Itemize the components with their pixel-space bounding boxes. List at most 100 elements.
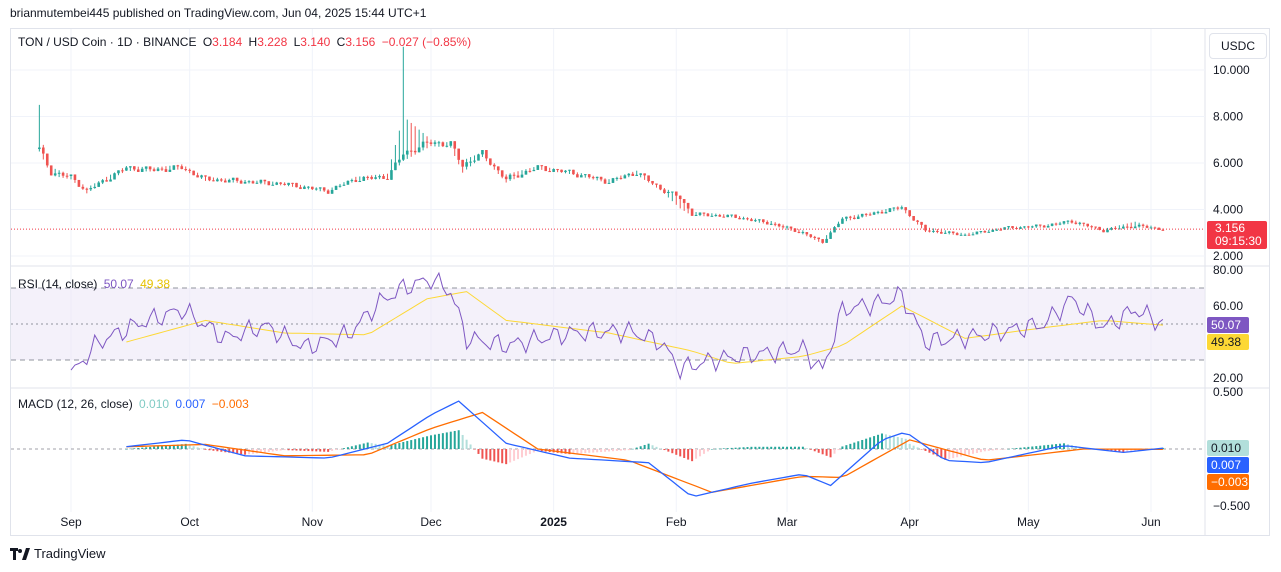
macd-histogram-bar <box>267 449 270 452</box>
candle-body <box>362 176 366 181</box>
macd-histogram-bar <box>382 445 385 449</box>
price-axis-label: 10.000 <box>1213 63 1250 77</box>
candle-body <box>73 174 77 180</box>
candle-body <box>674 191 678 196</box>
candle-body <box>580 175 583 178</box>
macd-histogram-bar <box>675 449 678 455</box>
macd-histogram-bar <box>584 449 587 454</box>
candle-body <box>959 234 963 236</box>
candle-body <box>429 142 433 144</box>
macd-histogram-bar <box>825 449 828 456</box>
macd-histogram-bar <box>695 449 698 459</box>
candle-body <box>188 169 191 171</box>
candle-body <box>845 216 848 219</box>
candle-body <box>833 227 836 233</box>
macd-histogram-bar <box>283 449 286 451</box>
macd-title[interactable]: MACD (12, 26, close) <box>18 397 133 411</box>
candle-body <box>267 181 271 186</box>
rsi-title[interactable]: RSI (14, close) <box>18 277 98 291</box>
macd-signal-line <box>126 411 1163 493</box>
candle-body <box>773 223 777 225</box>
macd-histogram-bar <box>774 446 777 449</box>
currency-button[interactable]: USDC <box>1209 33 1267 59</box>
candle-body <box>89 188 93 190</box>
candle-body <box>1106 229 1109 233</box>
macd-histogram-bar <box>801 446 804 449</box>
candle-body <box>682 199 686 203</box>
macd-histogram-bar <box>366 442 369 449</box>
candle-body <box>967 234 971 236</box>
macd-histogram-bar <box>149 446 152 449</box>
macd-histogram-bar <box>873 436 876 449</box>
candle-body <box>220 179 223 181</box>
candle-body <box>330 189 334 194</box>
time-axis-label: Nov <box>302 515 323 529</box>
candle-body <box>370 176 373 179</box>
macd-histogram-bar <box>572 449 575 454</box>
macd-histogram-bar <box>240 449 243 455</box>
candle-body <box>496 166 500 171</box>
candle-body <box>651 180 654 184</box>
symbol-title[interactable]: TON / USD Coin · 1D · BINANCE <box>18 35 197 49</box>
candle-body <box>453 141 457 149</box>
candle-body <box>607 182 611 184</box>
macd-histogram-bar <box>971 449 974 454</box>
candle-body <box>706 213 710 217</box>
candle-body <box>113 173 116 180</box>
macd-histogram-bar <box>386 445 389 449</box>
candle-body <box>457 148 460 160</box>
candle-body <box>1054 223 1058 225</box>
candle-body <box>263 179 267 182</box>
macd-histogram-bar <box>619 449 622 451</box>
candle-body <box>750 219 753 222</box>
macd-histogram-bar <box>987 449 990 451</box>
last-price: 3.156 <box>1215 221 1246 235</box>
candle-body <box>552 169 555 172</box>
footer-brand[interactable]: TradingView <box>10 546 106 561</box>
macd-histogram-bar <box>208 449 211 451</box>
macd-histogram-bar <box>192 446 195 449</box>
candle-body <box>129 166 132 168</box>
candle-body <box>556 169 559 171</box>
macd-histogram-bar <box>536 449 539 451</box>
macd-histogram-bar <box>896 437 899 449</box>
candle-body <box>1137 224 1141 227</box>
candle-body <box>710 215 714 217</box>
macd-histogram-bar <box>940 449 943 459</box>
candle-body <box>322 187 326 191</box>
macd-histogram-bar <box>904 438 907 449</box>
rsi-legend[interactable]: RSI (14, close) 50.07 49.38 <box>18 277 173 291</box>
macd-histogram-bar <box>999 449 1002 450</box>
candle-body <box>572 169 575 175</box>
candle-body <box>311 186 314 190</box>
candle-body <box>955 233 959 236</box>
candle-body <box>762 219 765 222</box>
macd-histogram-bar <box>430 435 432 449</box>
macd-legend[interactable]: MACD (12, 26, close) 0.010 0.007 −0.003 <box>18 397 252 411</box>
candle-body <box>394 162 397 171</box>
candle-body <box>987 231 991 233</box>
candle-body <box>999 229 1002 231</box>
macd-histogram-bar <box>683 449 686 458</box>
candle-body <box>714 215 718 217</box>
macd-axis-label: −0.500 <box>1213 499 1250 513</box>
macd-histogram-bar <box>323 449 326 452</box>
candle-body <box>1090 226 1093 228</box>
macd-histogram-bar <box>528 449 531 455</box>
macd-histogram-bar <box>964 449 967 456</box>
candle-body <box>1161 229 1165 231</box>
candle-body <box>520 174 524 178</box>
macd-histogram-bar <box>726 448 729 449</box>
macd-histogram-bar <box>647 443 650 449</box>
macd-histogram-bar <box>746 447 749 449</box>
symbol-legend[interactable]: TON / USD Coin · 1D · BINANCE O3.184 H3.… <box>18 35 474 49</box>
macd-histogram-bar <box>295 449 298 451</box>
macd-histogram-bar <box>877 434 880 449</box>
macd-histogram-bar <box>718 448 721 450</box>
macd-histogram-bar <box>995 449 998 451</box>
candle-body <box>156 168 160 171</box>
macd-histogram-bar <box>936 449 939 457</box>
candle-body <box>176 165 180 167</box>
candle-body <box>235 177 239 181</box>
